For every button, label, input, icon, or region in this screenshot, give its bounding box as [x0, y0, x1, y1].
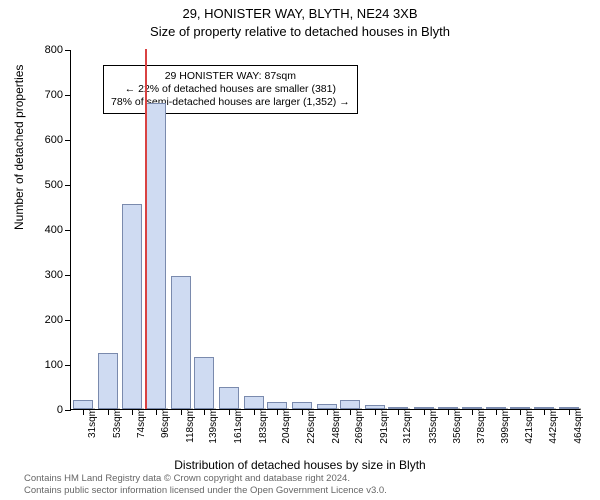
x-tick [277, 409, 278, 415]
x-tick [204, 409, 205, 415]
x-tick-label: 421sqm [524, 408, 535, 444]
x-tick-label: 356sqm [452, 408, 463, 444]
x-tick-label: 335sqm [428, 408, 439, 444]
x-tick [254, 409, 255, 415]
x-tick [108, 409, 109, 415]
x-tick-label: 161sqm [233, 408, 244, 444]
x-tick-label: 464sqm [573, 408, 584, 444]
x-tick-label: 74sqm [136, 408, 147, 438]
y-tick [65, 275, 71, 276]
histogram-bar [292, 402, 312, 409]
y-tick-label: 500 [31, 179, 63, 191]
histogram-bar [73, 400, 93, 409]
x-tick-label: 291sqm [379, 408, 390, 444]
x-tick [544, 409, 545, 415]
y-tick [65, 95, 71, 96]
x-tick [496, 409, 497, 415]
x-tick [181, 409, 182, 415]
plot-area: 29 HONISTER WAY: 87sqm ← 22% of detached… [70, 50, 580, 410]
histogram-bar [486, 407, 506, 409]
x-tick-label: 378sqm [476, 408, 487, 444]
x-tick-label: 53sqm [112, 408, 123, 438]
histogram-bar [171, 276, 191, 409]
chart-title-main: 29, HONISTER WAY, BLYTH, NE24 3XB [0, 6, 600, 21]
footer-line-1: Contains HM Land Registry data © Crown c… [24, 473, 387, 484]
reference-line [145, 49, 147, 409]
y-tick-label: 600 [31, 134, 63, 146]
y-tick [65, 50, 71, 51]
histogram-bar [510, 407, 530, 409]
x-tick [520, 409, 521, 415]
y-tick [65, 230, 71, 231]
x-tick-label: 183sqm [258, 408, 269, 444]
y-tick [65, 410, 71, 411]
histogram-bar [559, 407, 579, 409]
histogram-bar [146, 103, 166, 409]
x-tick [472, 409, 473, 415]
x-tick-label: 248sqm [331, 408, 342, 444]
y-tick [65, 365, 71, 366]
annotation-box: 29 HONISTER WAY: 87sqm ← 22% of detached… [103, 65, 358, 114]
y-tick [65, 185, 71, 186]
x-tick [569, 409, 570, 415]
y-tick-label: 800 [31, 44, 63, 56]
x-tick [424, 409, 425, 415]
x-tick [327, 409, 328, 415]
x-tick-label: 96sqm [160, 408, 171, 438]
histogram-bar [534, 407, 554, 409]
y-tick-label: 100 [31, 359, 63, 371]
y-tick [65, 140, 71, 141]
x-tick-label: 269sqm [354, 408, 365, 444]
x-tick-label: 139sqm [208, 408, 219, 444]
y-tick-label: 200 [31, 314, 63, 326]
y-tick-label: 700 [31, 89, 63, 101]
histogram-bar [122, 204, 142, 409]
x-tick-label: 399sqm [500, 408, 511, 444]
x-tick [156, 409, 157, 415]
x-tick [350, 409, 351, 415]
x-tick [83, 409, 84, 415]
histogram-bar [194, 357, 214, 409]
y-tick-label: 300 [31, 269, 63, 281]
histogram-bar [317, 404, 337, 409]
histogram-bar [340, 400, 360, 409]
x-tick-label: 226sqm [306, 408, 317, 444]
histogram-bar [219, 387, 239, 410]
histogram-bar [267, 402, 287, 409]
chart-container: 29, HONISTER WAY, BLYTH, NE24 3XB Size o… [0, 0, 600, 500]
y-tick-label: 0 [31, 404, 63, 416]
histogram-bar [438, 407, 458, 409]
histogram-bar [462, 407, 482, 409]
x-tick-label: 312sqm [402, 408, 413, 444]
histogram-bar [414, 407, 434, 409]
x-tick [375, 409, 376, 415]
x-tick [229, 409, 230, 415]
x-tick [302, 409, 303, 415]
x-tick-label: 442sqm [548, 408, 559, 444]
histogram-bar [388, 407, 408, 409]
y-tick-label: 400 [31, 224, 63, 236]
histogram-bar [98, 353, 118, 409]
chart-title-sub: Size of property relative to detached ho… [0, 24, 600, 39]
y-tick [65, 320, 71, 321]
x-axis-label: Distribution of detached houses by size … [0, 458, 600, 472]
x-tick [132, 409, 133, 415]
x-tick [398, 409, 399, 415]
histogram-bar [244, 396, 264, 410]
y-axis-label: Number of detached properties [12, 65, 26, 230]
x-tick [448, 409, 449, 415]
x-tick-label: 31sqm [87, 408, 98, 438]
x-tick-label: 204sqm [281, 408, 292, 444]
footer-line-2: Contains public sector information licen… [24, 485, 387, 496]
histogram-bar [365, 405, 385, 410]
x-tick-label: 118sqm [185, 408, 196, 443]
footer-text: Contains HM Land Registry data © Crown c… [24, 473, 387, 496]
